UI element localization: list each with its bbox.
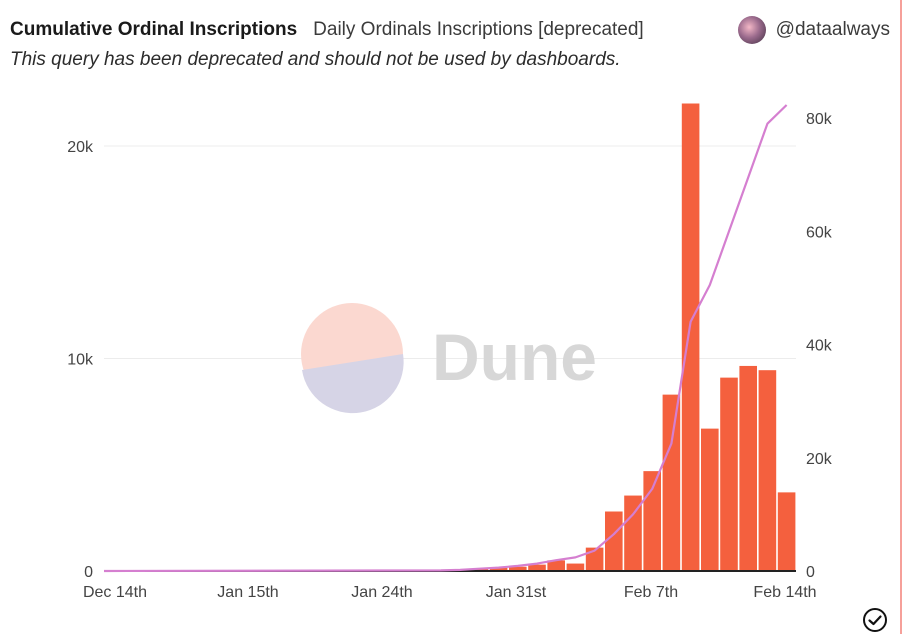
x-tick-label: Dec 14th xyxy=(83,584,147,601)
query-name-link[interactable]: Daily Ordinals Inscriptions [deprecated] xyxy=(313,19,644,40)
cumulative-line-series xyxy=(103,104,788,573)
check-circle-icon[interactable] xyxy=(862,607,888,633)
dune-watermark: Dune xyxy=(301,303,597,414)
bar xyxy=(681,103,700,571)
left-tick-label: 10k xyxy=(67,352,94,369)
x-tick-label: Jan 15th xyxy=(217,584,278,601)
bar xyxy=(547,560,565,571)
right-axis: 0 20k 40k 60k 80k xyxy=(806,111,833,581)
bar xyxy=(585,547,604,571)
gridlines xyxy=(104,145,796,359)
bar xyxy=(624,495,642,571)
chart-subtitle: This query has been deprecated and shoul… xyxy=(10,49,621,70)
x-tick-label: Feb 7th xyxy=(624,584,678,601)
bar xyxy=(566,563,585,571)
bar xyxy=(509,566,527,571)
right-tick-label: 20k xyxy=(806,451,833,468)
left-tick-label: 0 xyxy=(84,564,93,581)
author-link[interactable]: @dataalways xyxy=(775,19,890,40)
bar xyxy=(720,377,738,571)
cumulative-line xyxy=(103,104,788,573)
bar xyxy=(777,492,796,571)
right-tick-label: 60k xyxy=(806,224,833,241)
x-tick-label: Jan 24th xyxy=(351,584,412,601)
bar xyxy=(605,511,623,571)
watermark-text: Dune xyxy=(432,320,597,394)
bar xyxy=(470,568,489,571)
bar-series xyxy=(432,103,796,571)
right-tick-label: 80k xyxy=(806,111,833,128)
watermark-logo-bottom xyxy=(302,354,404,414)
chart-header: Cumulative Ordinal Inscriptions Daily Or… xyxy=(10,16,890,44)
bar xyxy=(662,394,681,571)
bar xyxy=(739,365,757,571)
right-tick-label: 40k xyxy=(806,338,833,355)
bar xyxy=(528,564,546,571)
x-tick-label: Feb 14th xyxy=(753,584,816,601)
x-tick-label: Jan 31st xyxy=(486,584,547,601)
x-axis: Dec 14th Jan 15th Jan 24th Jan 31st Feb 7th F… xyxy=(83,584,817,601)
right-edge-divider xyxy=(900,0,902,634)
right-tick-label: 0 xyxy=(806,564,815,581)
avatar-icon[interactable] xyxy=(737,16,766,44)
left-axis: 0 10k 20k xyxy=(67,139,94,581)
bar xyxy=(701,428,719,571)
bar xyxy=(758,370,777,571)
bar xyxy=(489,567,508,571)
left-tick-label: 20k xyxy=(67,139,94,156)
chart-title: Cumulative Ordinal Inscriptions xyxy=(10,19,298,40)
